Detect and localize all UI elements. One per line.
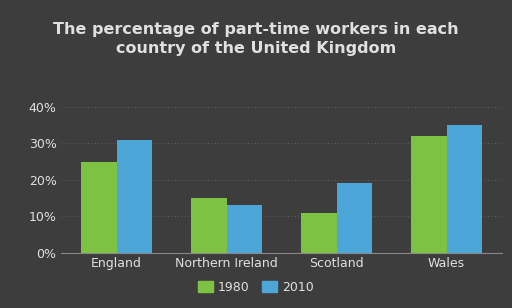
Text: The percentage of part-time workers in each
country of the United Kingdom: The percentage of part-time workers in e… <box>53 22 459 56</box>
Bar <box>411 136 446 253</box>
Bar <box>227 205 262 253</box>
Bar <box>117 140 152 253</box>
Bar <box>446 125 482 253</box>
Bar <box>81 162 117 253</box>
Bar <box>191 198 227 253</box>
Bar <box>336 183 372 253</box>
Bar <box>302 213 336 253</box>
Legend: 1980, 2010: 1980, 2010 <box>193 276 319 299</box>
